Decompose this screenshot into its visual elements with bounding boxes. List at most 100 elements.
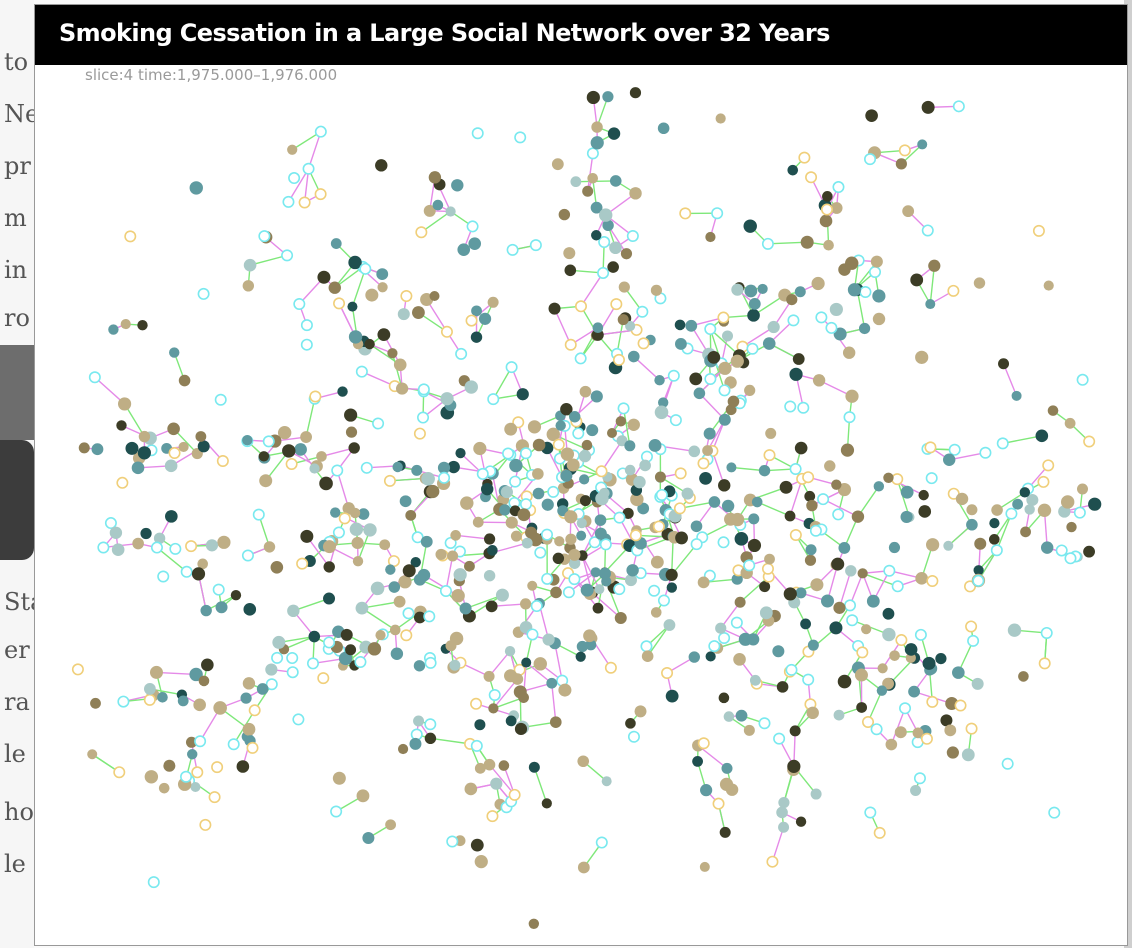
network-node (576, 640, 588, 653)
network-node (778, 821, 790, 833)
network-node (428, 171, 442, 184)
network-node (178, 374, 191, 387)
network-node-open-yellow (400, 629, 413, 642)
network-node-open-cyan (423, 610, 436, 623)
network-node (109, 526, 123, 540)
network-node-open-cyan (787, 314, 800, 327)
network-node (940, 714, 953, 727)
network-node-open-yellow (763, 449, 776, 462)
network-node-open-cyan (282, 195, 295, 208)
network-node (1011, 390, 1022, 401)
network-node (213, 701, 227, 715)
network-node (650, 607, 662, 618)
network-node (230, 590, 242, 601)
network-node-open-cyan (157, 570, 170, 583)
network-node-open-yellow (798, 151, 811, 164)
network-node (337, 386, 348, 397)
figure-title: Smoking Cessation in a Large Social Netw… (59, 19, 830, 47)
network-node (560, 403, 573, 416)
network-node-open-yellow (820, 203, 833, 216)
network-node (364, 338, 375, 350)
network-node (794, 441, 808, 455)
network-node (583, 629, 596, 643)
network-node (657, 397, 669, 408)
network-node (697, 576, 710, 589)
network-node (397, 308, 410, 321)
network-node (487, 296, 499, 308)
article-figure-thumbnail[interactable] (0, 440, 34, 560)
network-node (806, 706, 819, 720)
network-node-open-cyan (439, 585, 452, 598)
network-node-open-yellow (947, 284, 960, 297)
network-tie (305, 398, 316, 438)
network-node (265, 663, 278, 676)
network-node (641, 650, 654, 663)
network-node-open-cyan (212, 583, 225, 596)
network-node (566, 458, 580, 472)
network-node (137, 446, 151, 460)
scrollbar[interactable] (1124, 0, 1132, 948)
network-node (272, 635, 286, 649)
network-node-open-cyan (372, 417, 385, 430)
network-node (776, 681, 789, 693)
network-tie (789, 478, 803, 517)
network-node (143, 683, 156, 695)
network-node-open-yellow (965, 722, 978, 735)
network-node-open-cyan (547, 485, 560, 498)
network-tie (293, 597, 330, 612)
network-node (120, 318, 131, 330)
network-node (703, 427, 716, 440)
network-node (484, 533, 496, 545)
network-node (805, 544, 817, 556)
network-node (413, 611, 426, 624)
article-text-line: ho (4, 798, 34, 826)
network-node (654, 471, 666, 483)
network-node-open-yellow (552, 438, 565, 451)
network-node (895, 158, 907, 170)
network-node-open-yellow (216, 454, 229, 467)
network-nodes (71, 87, 1102, 929)
network-node-open-cyan (869, 266, 882, 279)
network-tie (767, 241, 808, 245)
network-node-open-yellow (248, 704, 261, 717)
network-node-open-cyan (471, 127, 484, 140)
network-node (453, 568, 467, 582)
network-node (830, 202, 843, 214)
network-node (294, 443, 307, 456)
network-node (633, 475, 646, 489)
network-node (197, 440, 210, 453)
network-node (804, 554, 817, 566)
network-node (795, 587, 807, 599)
network-node (144, 770, 159, 784)
network-node-open-cyan (509, 475, 522, 488)
network-node-open-cyan (286, 652, 299, 665)
article-text-line: Ne (4, 100, 34, 128)
network-node (108, 324, 119, 335)
network-node (554, 536, 565, 547)
network-node-open-yellow (954, 699, 967, 712)
network-node (765, 427, 777, 439)
article-text-line: ra (4, 688, 30, 716)
network-node (915, 350, 929, 364)
network-node (829, 621, 843, 635)
article-text-line: pr (4, 152, 31, 180)
network-node-open-cyan (586, 147, 599, 160)
network-node (586, 424, 599, 437)
network-node (375, 629, 386, 641)
network-node (904, 643, 918, 656)
network-node-open-yellow (168, 446, 181, 459)
network-node (450, 530, 461, 541)
network-node (876, 685, 888, 696)
network-node-open-cyan (718, 384, 731, 397)
network-node (910, 784, 922, 796)
network-tie (391, 353, 403, 389)
network-node (922, 656, 936, 670)
network-node (654, 405, 669, 420)
network-node (187, 749, 198, 760)
network-node (190, 782, 201, 793)
network-node (908, 685, 920, 698)
network-node (912, 727, 924, 739)
network-node (590, 201, 603, 214)
network-node-open-cyan (859, 285, 872, 298)
network-node (345, 426, 358, 438)
